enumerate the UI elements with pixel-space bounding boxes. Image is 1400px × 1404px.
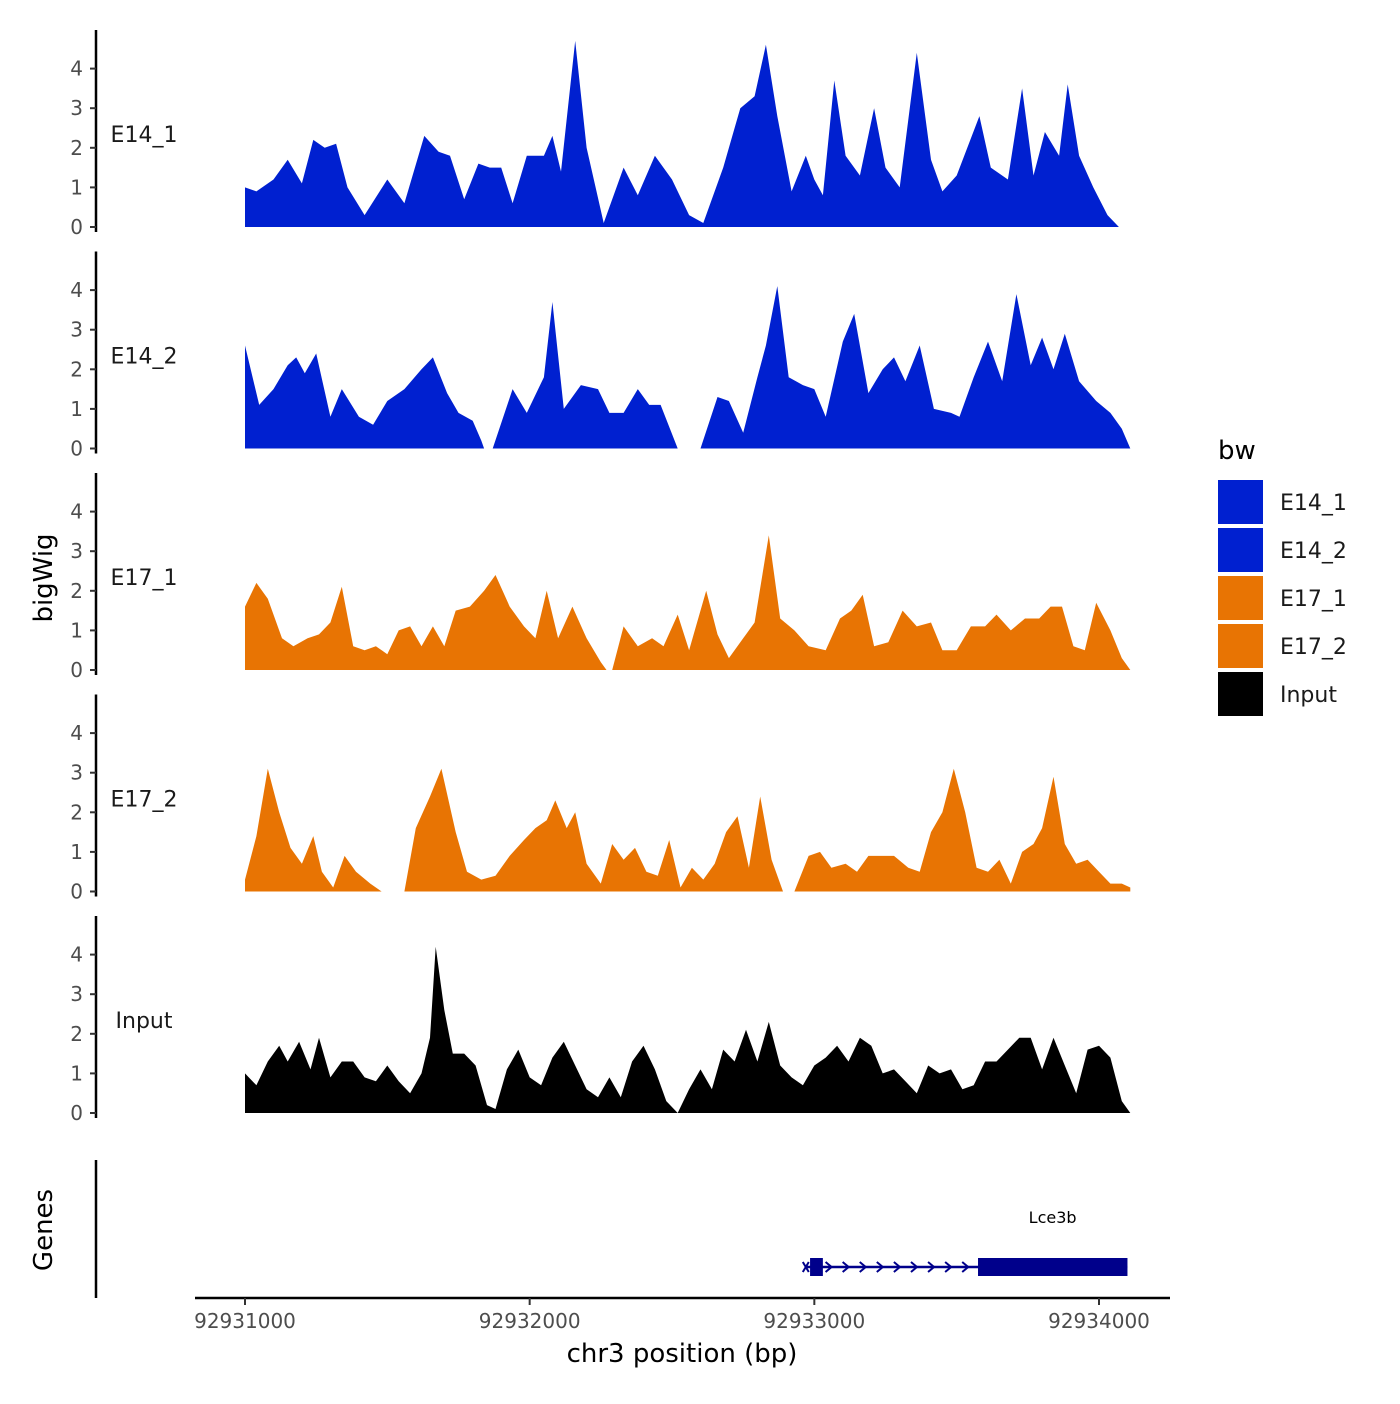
y-tick-label: 2 — [70, 800, 83, 824]
y-tick-label: 4 — [70, 943, 83, 967]
legend-item-e17-2: E17_2 — [1218, 624, 1347, 668]
gene-lce3b: Lce3b — [801, 1208, 1128, 1276]
strand-arrow — [824, 1261, 834, 1273]
y-tick-label: 0 — [70, 1101, 83, 1125]
legend-swatch — [1218, 672, 1263, 716]
legend-swatch — [1218, 528, 1263, 572]
y-tick-label: 0 — [70, 215, 83, 239]
y-tick-label: 0 — [70, 880, 83, 904]
track-e17-2: 0 1 2 3 4 E17_2 — [70, 694, 1131, 904]
track-label: Input — [116, 1009, 173, 1034]
y-tick-label: 3 — [70, 318, 83, 342]
coverage-area-input — [245, 946, 1131, 1113]
legend-label: E17_2 — [1280, 635, 1347, 660]
legend-label: E17_1 — [1280, 587, 1347, 612]
legend: bw E14_1 E14_2 E17_1 E17_2 Input — [1218, 436, 1347, 716]
y-tick-label: 3 — [70, 761, 83, 785]
track-label: E14_1 — [111, 123, 178, 148]
y-tick-label: 0 — [70, 658, 83, 682]
strand-arrow — [893, 1261, 902, 1273]
y-tick-label: 3 — [70, 96, 83, 120]
legend-swatch — [1218, 624, 1263, 668]
strand-arrow — [842, 1261, 851, 1273]
strand-arrow — [961, 1261, 970, 1273]
y-tick-label: 1 — [70, 618, 83, 642]
coverage-area-e14-2 — [245, 286, 1131, 449]
x-axis: 92931000 92932000 92933000 92934000 — [194, 1296, 1170, 1333]
track-label: E14_2 — [111, 345, 178, 370]
strand-arrow — [910, 1261, 919, 1273]
track-e17-1: 0 1 2 3 4 E17_1 — [70, 473, 1131, 682]
genes-axis-title: Genes — [29, 1189, 59, 1271]
y-tick-label: 2 — [70, 136, 83, 160]
x-tick-label: 92933000 — [763, 1309, 865, 1333]
legend-label: E14_2 — [1280, 539, 1347, 564]
y-tick-label: 3 — [70, 982, 83, 1006]
y-tick-label: 1 — [70, 175, 83, 199]
y-tick-label: 4 — [70, 721, 83, 745]
legend-item-e17-1: E17_1 — [1218, 576, 1347, 620]
x-axis-title: chr3 position (bp) — [567, 1339, 798, 1369]
genes-track: Lce3b — [94, 1160, 1128, 1298]
y-tick-label: 2 — [70, 579, 83, 603]
strand-arrow — [944, 1261, 953, 1273]
legend-title: bw — [1218, 436, 1256, 466]
strand-arrow — [927, 1261, 936, 1273]
y-tick-label: 4 — [70, 278, 83, 302]
legend-swatch — [1218, 576, 1263, 620]
y-tick-label: 3 — [70, 539, 83, 563]
gene-label: Lce3b — [1029, 1208, 1077, 1227]
legend-item-e14-1: E14_1 — [1218, 480, 1347, 524]
y-tick-label: 4 — [70, 57, 83, 81]
y-tick-label: 2 — [70, 357, 83, 381]
coverage-area-e17-1 — [245, 535, 1131, 670]
y-tick-label: 1 — [70, 397, 83, 421]
track-e14-2: 0 1 2 3 4 E14_2 — [70, 251, 1131, 461]
legend-swatch — [1218, 480, 1263, 524]
y-axis-title: bigWig — [29, 533, 59, 622]
legend-label: E14_1 — [1280, 491, 1347, 516]
track-e14-1: 0 1 2 3 4 E14_1 — [70, 30, 1119, 239]
y-tick-label: 4 — [70, 500, 83, 524]
legend-label: Input — [1280, 683, 1337, 708]
x-tick-label: 92932000 — [479, 1309, 581, 1333]
legend-item-e14-2: E14_2 — [1218, 528, 1347, 572]
legend-item-input: Input — [1218, 672, 1337, 716]
track-label: E17_2 — [111, 788, 178, 813]
y-tick-label: 1 — [70, 840, 83, 864]
strand-arrow — [876, 1261, 885, 1273]
track-label: E17_1 — [111, 566, 178, 591]
y-tick-label: 2 — [70, 1022, 83, 1046]
tracks-layer: 0 1 2 3 4 E14_1 0 1 2 3 4 E14_2 0 1 2 3 4 E17_1 0 1 2 3 4 E17_2… — [70, 30, 1131, 1125]
x-tick-label: 92934000 — [1048, 1309, 1150, 1333]
coverage-area-e14-1 — [245, 40, 1119, 228]
gene-exon — [978, 1258, 1128, 1276]
track-input: 0 1 2 3 4 Input — [70, 916, 1131, 1125]
y-tick-label: 1 — [70, 1061, 83, 1085]
coverage-area-e17-2 — [245, 768, 1131, 892]
x-tick-label: 92931000 — [194, 1309, 296, 1333]
gene-start-mark — [801, 1261, 810, 1273]
y-tick-label: 0 — [70, 437, 83, 461]
strand-arrow — [859, 1261, 868, 1273]
gene-exon — [810, 1258, 823, 1276]
